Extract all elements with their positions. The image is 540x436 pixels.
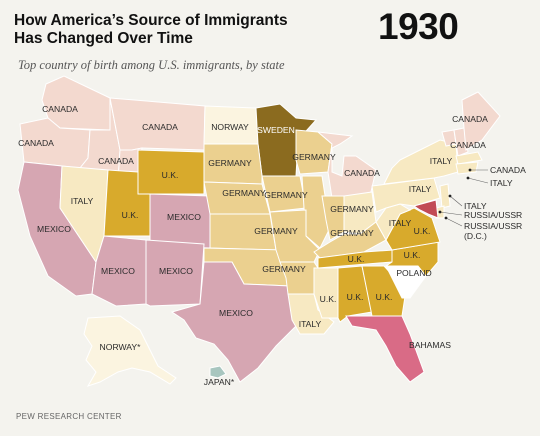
label-west-virginia: ITALY [389, 218, 412, 228]
state-south-dakota [203, 143, 263, 185]
label-oklahoma: GERMANY [262, 264, 306, 274]
label-minnesota: SWEDEN [257, 125, 295, 135]
callout-dots [438, 168, 472, 220]
label-kentucky: GERMANY [330, 228, 374, 238]
label-north-dakota: NORWAY [211, 122, 249, 132]
label-georgia: U.K. [376, 292, 393, 302]
label-new-mexico: MEXICO [159, 266, 193, 276]
label-arizona: MEXICO [101, 266, 135, 276]
source-credit: PEW RESEARCH CENTER [16, 412, 122, 421]
label-pennsylvania: ITALY [409, 184, 432, 194]
state-massachusetts [455, 151, 483, 165]
state-maine [461, 91, 501, 151]
chart-title: How America’s Source of Immigrants Has C… [14, 12, 314, 48]
callout-dc-line2: (D.C.) [464, 231, 487, 241]
state-nebraska [203, 181, 271, 215]
label-alaska: NORWAY* [100, 342, 142, 352]
chart-subtitle: Top country of birth among U.S. immigran… [18, 58, 285, 72]
label-vermont: CANADA [450, 140, 486, 150]
callout-new-jersey: ITALY [464, 201, 487, 211]
state-connecticut-ri [455, 161, 479, 175]
label-alabama: U.K. [347, 292, 364, 302]
state-maryland [412, 199, 439, 219]
label-texas: MEXICO [219, 308, 253, 318]
state-indiana [321, 195, 345, 241]
label-colorado: MEXICO [167, 212, 201, 222]
label-wyoming: U.K. [162, 170, 179, 180]
state-texas [170, 261, 297, 383]
callout-massachusetts: ITALY [490, 178, 513, 188]
label-new-york: ITALY [430, 156, 453, 166]
label-iowa: GERMANY [264, 190, 308, 200]
callout-new-hampshire: CANADA [490, 165, 526, 175]
label-south-dakota: GERMANY [208, 158, 252, 168]
label-idaho: CANADA [98, 156, 134, 166]
state-missouri [269, 209, 321, 263]
callout-dc-line1: RUSSIA/USSR [464, 221, 522, 231]
label-south-carolina: POLAND [396, 268, 431, 278]
callout-leaders [439, 169, 489, 227]
state-new-mexico [145, 239, 205, 307]
label-washington: CANADA [42, 104, 78, 114]
callout-maryland: RUSSIA/USSR [464, 210, 522, 220]
state-pennsylvania [371, 177, 441, 213]
label-california: MEXICO [37, 224, 71, 234]
label-michigan: CANADA [344, 168, 380, 178]
label-oregon: CANADA [18, 138, 54, 148]
state-mississippi [313, 267, 339, 319]
label-wisconsin: GERMANY [292, 152, 336, 162]
year-label: 1930 [378, 6, 459, 47]
label-maine: CANADA [452, 114, 488, 124]
label-utah: U.K. [122, 210, 139, 220]
label-nevada: ITALY [71, 196, 94, 206]
state-florida [345, 315, 425, 383]
state-new-jersey [439, 183, 451, 209]
label-mississippi: U.K. [320, 294, 337, 304]
title-line-2: Has Changed Over Time [14, 30, 193, 47]
label-indiana: GERMANY [330, 204, 374, 214]
label-louisiana: ITALY [299, 319, 322, 329]
label-hawaii: JAPAN* [204, 377, 235, 387]
state-wyoming [137, 149, 205, 195]
label-north-carolina: U.K. [404, 250, 421, 260]
label-tennessee: U.K. [348, 254, 365, 264]
state-washington [41, 75, 111, 131]
label-missouri: GERMANY [254, 226, 298, 236]
label-montana: CANADA [142, 122, 178, 132]
label-florida: BAHAMAS [409, 340, 451, 350]
state-alaska [83, 315, 177, 387]
label-nebraska: GERMANY [222, 188, 266, 198]
state-north-carolina [384, 241, 439, 277]
state-michigan [316, 131, 377, 199]
state-hawaii [209, 365, 227, 379]
label-virginia: U.K. [414, 226, 431, 236]
title-line-1: How America’s Source of Immigrants [14, 12, 288, 29]
